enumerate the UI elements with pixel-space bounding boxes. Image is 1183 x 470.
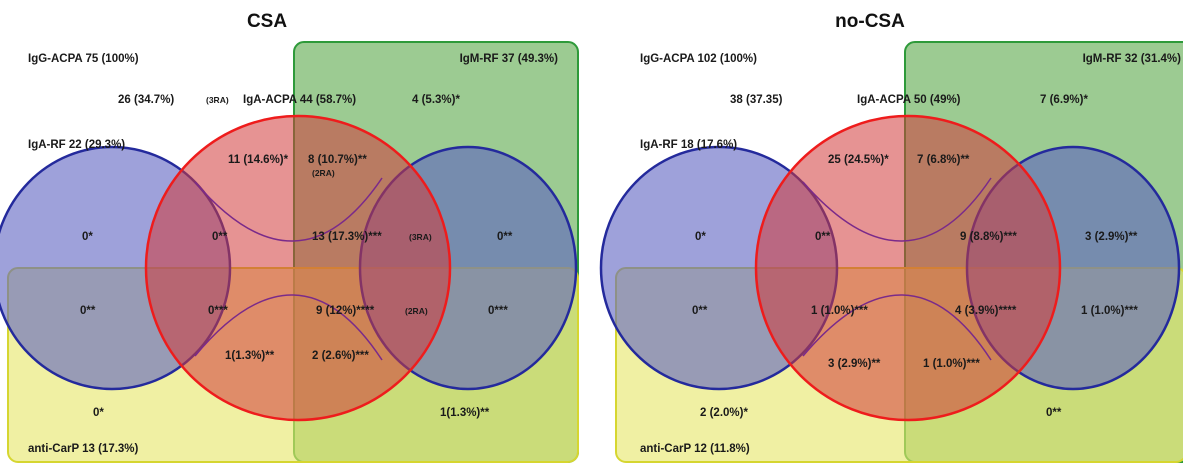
region-right-circle-upper: 3 (2.9%)** (1085, 231, 1138, 243)
region-carp-mid-right-note: (2RA) (405, 306, 428, 316)
region-mid-right: 13 (17.3%)*** (312, 231, 382, 243)
region-mid-left: 0** (815, 231, 831, 243)
iga-rf-bridge-bottom (802, 294, 992, 361)
iga-acpa-set (754, 114, 1062, 422)
iga-acpa-label: IgA-ACPA 50 (49%) (857, 94, 961, 106)
panel-csa: CSA IgG-ACPA 75 (100%) IgM-RF 37 (49.3%)… (0, 11, 579, 463)
panel-no-csa: no-CSA IgG-ACPA 102 (100%) IgM-RF 32 (31… (599, 11, 1183, 463)
iga-acpa-label: IgA-ACPA 44 (58.7%) (243, 94, 356, 106)
anti-carp-label: anti-CarP 13 (17.3%) (28, 443, 139, 455)
region-mid-right: 9 (8.8%)*** (960, 231, 1017, 243)
region-acpa-top-left: 25 (24.5%)* (828, 154, 889, 166)
region-mid-left: 0** (212, 231, 228, 243)
panel-title: CSA (247, 11, 287, 32)
region-right-circle-lower: 1 (1.0%)*** (1081, 305, 1138, 317)
igm-rf-label: IgM-RF 37 (49.3%) (460, 53, 559, 65)
panel-title: no-CSA (835, 11, 905, 32)
region-only-igg: 26 (34.7%) (118, 94, 174, 106)
iga-rf-bridge-top (194, 177, 383, 242)
igg-acpa-label: IgG-ACPA 102 (100%) (640, 53, 757, 65)
iga-rf-label: IgA-RF 22 (29.3%) (28, 139, 125, 151)
anti-carp-label: anti-CarP 12 (11.8%) (640, 443, 750, 455)
region-igm-only: 7 (6.9%)* (1040, 94, 1088, 106)
iga-rf-label: IgA-RF 18 (17.6%) (640, 139, 737, 151)
igm-rf-label: IgM-RF 32 (31.4%) (1083, 53, 1182, 65)
region-acpa-top-right: 7 (6.8%)** (917, 154, 970, 166)
region-acpa-top-right: 8 (10.7%)** (308, 154, 367, 166)
region-right-circle-upper: 0** (497, 231, 513, 243)
region-carp-mid-left: 0*** (208, 305, 228, 317)
iga-rf-bridge-top (802, 177, 992, 242)
region-carp-igm: 1(1.3%)** (440, 407, 490, 419)
region-carp-rf-left: 0** (80, 305, 96, 317)
region-igm-only: 4 (5.3%)* (412, 94, 460, 106)
region-only-igg-note: (3RA) (206, 95, 229, 105)
iga-rf-bridge-bottom (194, 294, 383, 361)
region-mid-right-note: (3RA) (409, 232, 432, 242)
region-carp-mid-right: 9 (12%)**** (316, 305, 375, 317)
region-acpa-top-right-note: (2RA) (312, 168, 335, 178)
region-rf-left: 0* (695, 231, 706, 243)
region-carp-rf-left: 0** (692, 305, 708, 317)
region-carp-only: 0* (93, 407, 104, 419)
region-rf-left: 0* (82, 231, 93, 243)
region-acpa-bottom-right: 1 (1.0%)*** (923, 358, 980, 370)
region-acpa-bottom-right: 2 (2.6%)*** (312, 350, 369, 362)
region-acpa-bottom-left: 3 (2.9%)** (828, 358, 881, 370)
region-right-circle-lower: 0*** (488, 305, 508, 317)
region-acpa-bottom-left: 1(1.3%)** (225, 350, 275, 362)
region-carp-only: 2 (2.0%)* (700, 407, 748, 419)
region-carp-mid-right: 4 (3.9%)**** (955, 305, 1017, 317)
igg-acpa-label: IgG-ACPA 75 (100%) (28, 53, 139, 65)
region-acpa-top-left: 11 (14.6%)* (228, 154, 289, 166)
iga-acpa-set (144, 114, 452, 422)
region-carp-igm: 0** (1046, 407, 1062, 419)
region-only-igg: 38 (37.35) (730, 94, 783, 106)
region-carp-mid-left: 1 (1.0%)*** (811, 305, 868, 317)
